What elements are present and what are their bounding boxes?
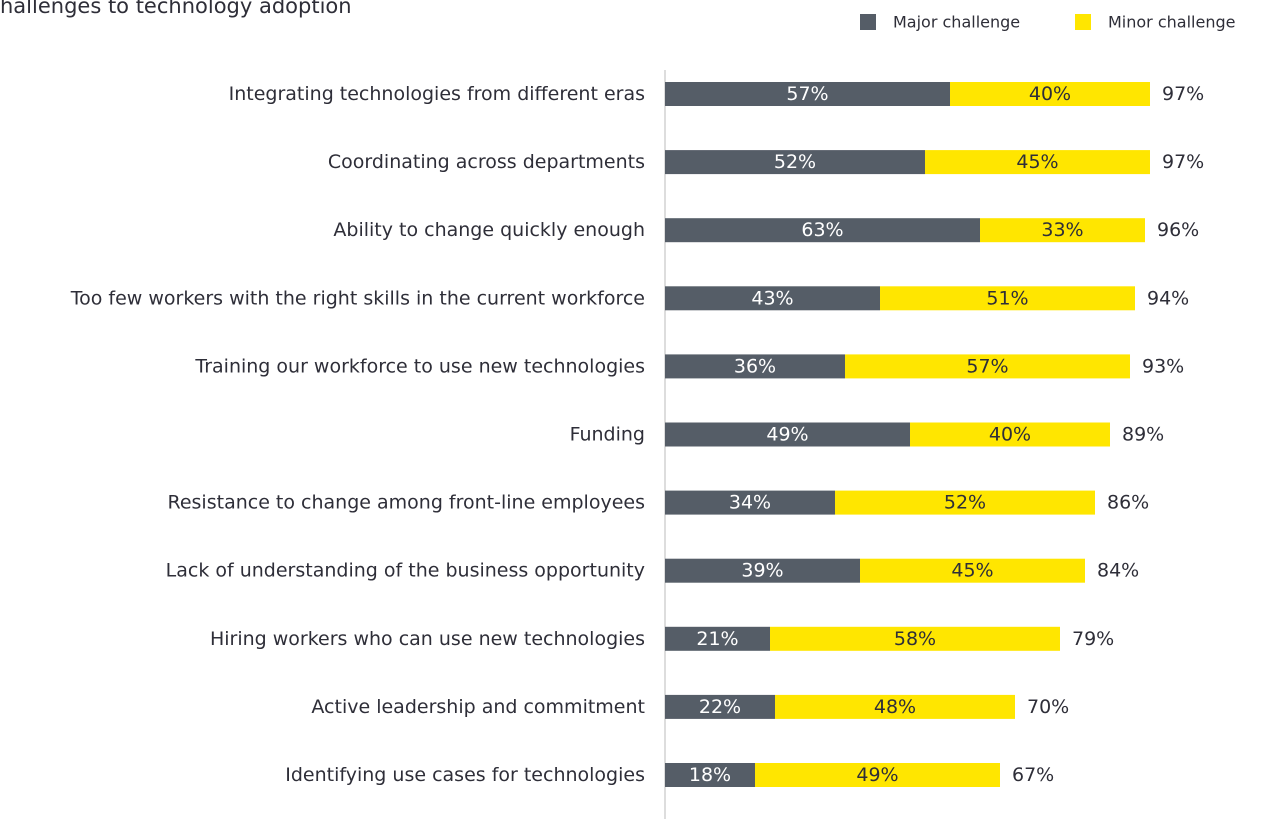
value-label: 43% xyxy=(751,287,793,309)
bar-segment xyxy=(665,354,845,379)
value-label: 21% xyxy=(696,628,738,650)
value-label: 34% xyxy=(729,492,771,514)
value-label: 33% xyxy=(1041,219,1083,241)
bar-segment xyxy=(665,150,925,175)
legend-label: Minor challenge xyxy=(1108,13,1235,32)
category-label: Active leadership and commitment xyxy=(311,696,645,718)
value-label: 39% xyxy=(741,560,783,582)
category-label: Coordinating across departments xyxy=(328,151,645,173)
value-label: 51% xyxy=(986,287,1028,309)
total-label: 97% xyxy=(1162,83,1204,105)
category-label: Resistance to change among front-line em… xyxy=(168,492,646,514)
value-label: 58% xyxy=(894,628,936,650)
bar-segment xyxy=(860,558,1085,583)
value-label: 40% xyxy=(989,424,1031,446)
total-label: 86% xyxy=(1107,492,1149,514)
bar-segment xyxy=(950,82,1150,106)
total-label: 93% xyxy=(1142,355,1184,377)
bar-segment xyxy=(925,150,1150,175)
category-label: Lack of understanding of the business op… xyxy=(166,560,645,582)
bar-segment xyxy=(665,82,950,106)
bar-segment xyxy=(835,490,1095,515)
value-label: 57% xyxy=(966,355,1008,377)
bar-segment xyxy=(665,422,910,447)
bar-segment xyxy=(665,558,860,583)
value-label: 40% xyxy=(1029,83,1071,105)
bar-segment xyxy=(665,218,980,243)
value-label: 45% xyxy=(951,560,993,582)
value-label: 22% xyxy=(699,696,741,718)
value-label: 49% xyxy=(856,764,898,786)
total-label: 79% xyxy=(1072,628,1114,650)
category-label: Funding xyxy=(570,424,645,446)
bar-segment xyxy=(980,218,1145,243)
value-label: 36% xyxy=(734,355,776,377)
bar-segment xyxy=(770,626,1060,651)
value-label: 18% xyxy=(689,764,731,786)
bar-segment xyxy=(665,626,770,651)
value-label: 63% xyxy=(801,219,843,241)
value-label: 52% xyxy=(944,492,986,514)
total-label: 96% xyxy=(1157,219,1199,241)
total-label: 89% xyxy=(1122,424,1164,446)
category-label: Too few workers with the right skills in… xyxy=(70,287,645,309)
bar-segment xyxy=(665,286,880,311)
total-label: 70% xyxy=(1027,696,1069,718)
total-label: 94% xyxy=(1147,287,1189,309)
bar-segment xyxy=(775,694,1015,719)
bar-segment xyxy=(665,763,755,787)
bar-segment xyxy=(910,422,1110,447)
bar-segment xyxy=(845,354,1130,379)
category-label: Integrating technologies from different … xyxy=(229,83,645,105)
legend-swatch xyxy=(1075,14,1091,30)
category-label: Ability to change quickly enough xyxy=(333,219,645,241)
legend-swatch xyxy=(860,14,876,30)
category-label: Hiring workers who can use new technolog… xyxy=(210,628,645,650)
value-label: 49% xyxy=(766,424,808,446)
value-label: 52% xyxy=(774,151,816,173)
bar-segment xyxy=(665,694,775,719)
bar-segment xyxy=(755,763,1000,787)
category-label: Identifying use cases for technologies xyxy=(285,764,645,786)
total-label: 84% xyxy=(1097,560,1139,582)
bar-segment xyxy=(665,490,835,515)
legend-label: Major challenge xyxy=(893,13,1020,32)
total-label: 67% xyxy=(1012,764,1054,786)
bar-segment xyxy=(880,286,1135,311)
value-label: 45% xyxy=(1016,151,1058,173)
value-label: 48% xyxy=(874,696,916,718)
chart-title: hallenges to technology adoption xyxy=(0,0,352,18)
total-label: 97% xyxy=(1162,151,1204,173)
value-label: 57% xyxy=(786,83,828,105)
category-label: Training our workforce to use new techno… xyxy=(194,355,645,377)
